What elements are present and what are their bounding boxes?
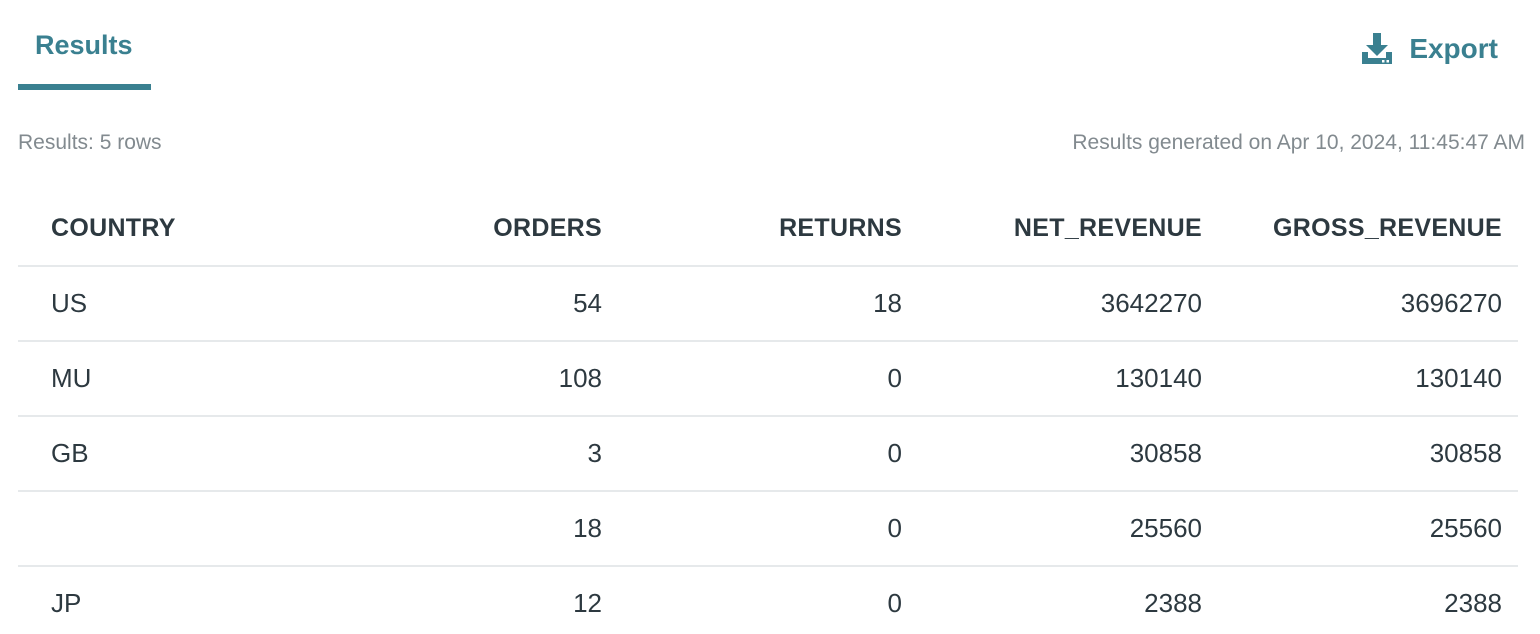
cell-net-revenue: 3642270 — [918, 266, 1218, 342]
column-header-gross-revenue[interactable]: GROSS_REVENUE — [1218, 192, 1518, 267]
tab-results-label: Results — [35, 30, 133, 60]
cell-returns: 0 — [618, 491, 918, 567]
cell-returns: 18 — [618, 266, 918, 342]
active-tab-indicator — [18, 84, 151, 90]
cell-country: JP — [51, 588, 82, 618]
cell-orders: 12 — [573, 588, 602, 618]
cell-returns: 0 — [887, 588, 902, 618]
column-header-country[interactable]: COUNTRY — [18, 192, 318, 267]
cell-orders: 54 — [318, 266, 618, 342]
generated-timestamp: Results generated on Apr 10, 2024, 11:45… — [1072, 131, 1525, 154]
table-row: JP 12 0 2388 2388 — [18, 566, 1518, 634]
cell-returns: 0 — [618, 341, 918, 417]
cell-country: MU — [18, 341, 318, 417]
table-row: MU 108 0 130140 130140 — [18, 341, 1518, 417]
cell-returns: 0 — [618, 416, 918, 492]
cell-orders: 18 — [318, 491, 618, 567]
tab-bar: Results — [18, 0, 151, 92]
table-row: 18 0 25560 25560 — [18, 491, 1518, 567]
column-header-orders[interactable]: ORDERS — [318, 192, 618, 267]
column-header-returns[interactable]: RETURNS — [618, 192, 918, 267]
cell-gross-revenue: 130140 — [1218, 341, 1518, 417]
table-header-row: COUNTRY ORDERS RETURNS NET_REVENUE GROSS… — [18, 192, 1518, 267]
cell-country: US — [18, 266, 318, 342]
cell-net-revenue: 25560 — [918, 491, 1218, 567]
table-row: GB 3 0 30858 30858 — [18, 416, 1518, 492]
cell-net-revenue: 2388 — [1144, 588, 1202, 618]
cell-country: GB — [18, 416, 318, 492]
tab-results[interactable]: Results — [18, 0, 151, 92]
cell-country — [18, 491, 318, 567]
cell-gross-revenue: 25560 — [1218, 491, 1518, 567]
row-count: Results: 5 rows — [18, 131, 162, 154]
cell-net-revenue: 30858 — [918, 416, 1218, 492]
cell-gross-revenue: 30858 — [1218, 416, 1518, 492]
column-header-net-revenue[interactable]: NET_REVENUE — [918, 192, 1218, 267]
results-table: COUNTRY ORDERS RETURNS NET_REVENUE GROSS… — [18, 192, 1518, 634]
export-button[interactable]: Export — [1360, 32, 1498, 66]
cell-gross-revenue: 3696270 — [1218, 266, 1518, 342]
download-icon — [1360, 32, 1394, 66]
table-row: US 54 18 3642270 3696270 — [18, 266, 1518, 342]
cell-orders: 3 — [318, 416, 618, 492]
cell-orders: 108 — [318, 341, 618, 417]
cell-gross-revenue: 2388 — [1444, 588, 1502, 618]
export-label: Export — [1409, 33, 1498, 64]
cell-net-revenue: 130140 — [918, 341, 1218, 417]
